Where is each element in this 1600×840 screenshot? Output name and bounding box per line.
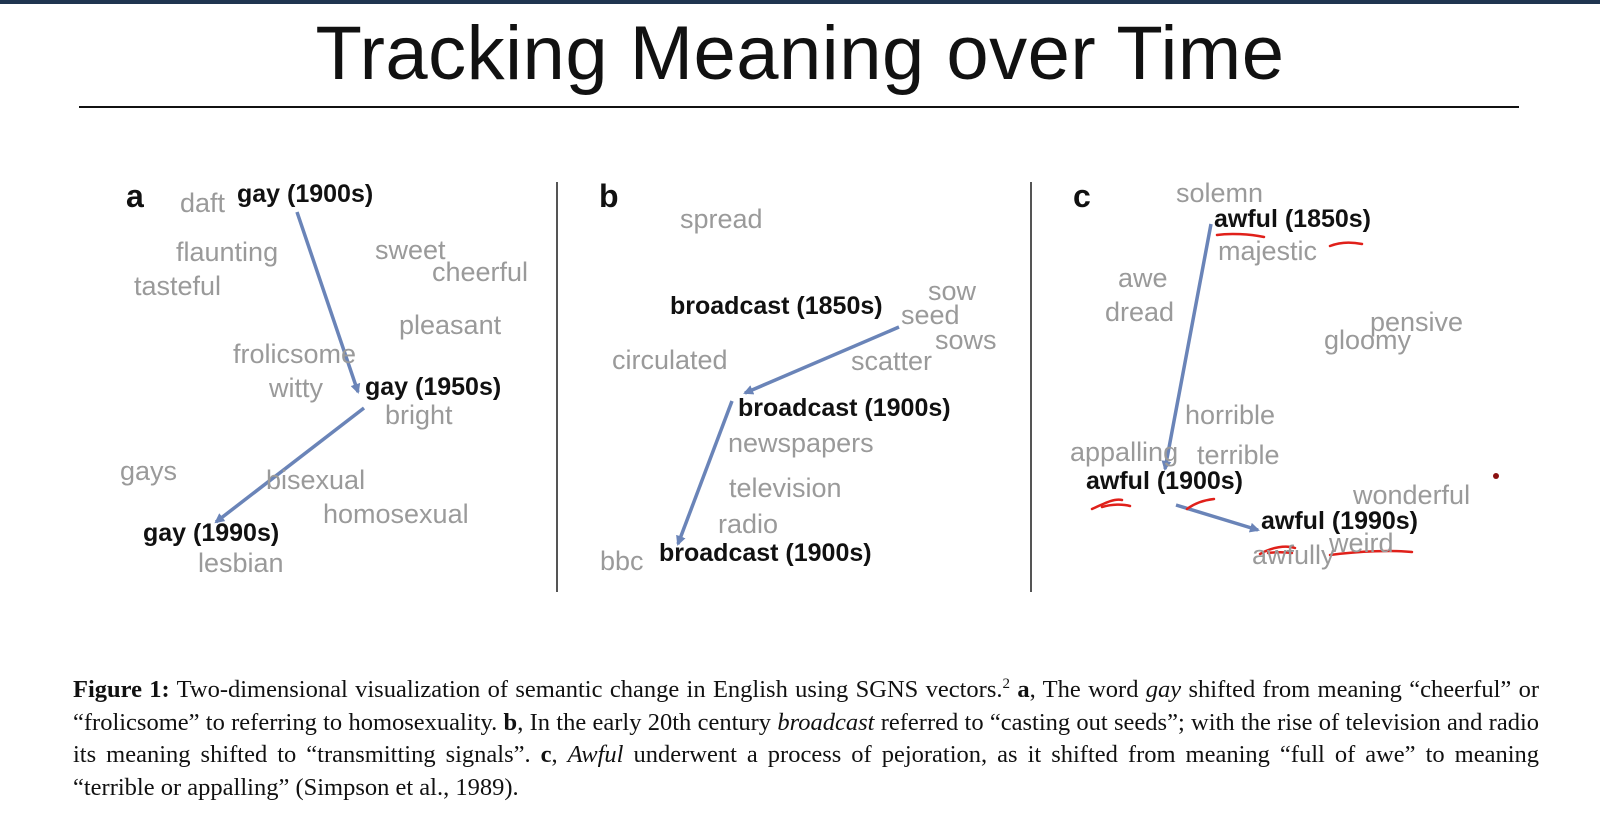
caption-part7: underwent a process of pejoration, as it… <box>73 741 1539 801</box>
word-gay-1990s: gay (1990s) <box>143 519 280 547</box>
panel-a-label: a <box>126 178 144 214</box>
word-horrible: horrible <box>1185 400 1276 430</box>
panel-b-label: b <box>599 178 619 214</box>
word-gay-1900s: gay (1900s) <box>237 180 374 208</box>
word-witty: witty <box>269 373 323 403</box>
word-majestic: majestic <box>1218 236 1318 266</box>
divider-bc <box>1030 182 1032 592</box>
word-newspapers: newspapers <box>728 428 874 458</box>
word-gloomy: gloomy <box>1324 325 1412 355</box>
word-scatter: scatter <box>851 346 933 376</box>
caption-b-label: b <box>503 708 518 736</box>
word-awfully: awfully <box>1252 540 1335 570</box>
caption-c-label: c <box>540 741 552 768</box>
word-bisexual: bisexual <box>266 465 366 495</box>
word-frolicsome: frolicsome <box>233 339 357 369</box>
word-seed: seed <box>901 300 960 330</box>
word-bbc: bbc <box>600 546 644 576</box>
panel-c-label: c <box>1073 178 1091 214</box>
arrow-awful-1850s-1900s <box>1161 223 1213 471</box>
word-wonderful: wonderful <box>1353 480 1471 510</box>
word-television: television <box>729 473 842 503</box>
word-cheerful: cheerful <box>432 257 529 287</box>
slide-title: Tracking Meaning over Time <box>315 11 1285 96</box>
word-flaunting: flaunting <box>176 237 279 267</box>
word-broadcast-1900s-mid: broadcast (1900s) <box>738 394 951 422</box>
word-awful-1850s: awful (1850s) <box>1214 205 1372 233</box>
figure-caption: Figure 1: Two-dimensional visualization … <box>73 674 1539 804</box>
stray-dot <box>1493 473 1499 479</box>
caption-part3: shifted from meaning “cheerful” or “frol… <box>73 676 1540 736</box>
word-spread: spread <box>680 204 763 234</box>
caption-part2: , The word <box>1029 676 1146 703</box>
word-pensive: pensive <box>1370 307 1464 337</box>
arrow-awful-1900s-1990s <box>1175 503 1260 533</box>
word-gays: gays <box>120 456 178 486</box>
word-awful-1990s: awful (1990s) <box>1261 507 1419 535</box>
word-circulated: circulated <box>612 345 728 375</box>
top-color-bar <box>0 0 1600 4</box>
word-pleasant: pleasant <box>399 310 502 340</box>
word-lesbian: lesbian <box>198 548 284 578</box>
caption-broadcast: broadcast <box>777 708 875 736</box>
word-radio: radio <box>718 509 779 539</box>
word-awe: awe <box>1118 263 1168 293</box>
title-underline <box>79 106 1519 108</box>
caption-footnote: 2 <box>1002 675 1011 692</box>
word-weird: weird <box>1329 528 1394 558</box>
caption-part6: , <box>551 741 568 768</box>
word-awful-1900s: awful (1900s) <box>1086 467 1244 495</box>
word-terrible: terrible <box>1197 440 1280 470</box>
caption-gay: gay <box>1145 676 1182 703</box>
word-solemn: solemn <box>1176 178 1264 208</box>
caption-part1: Two-dimensional visualization of semanti… <box>169 676 1003 703</box>
caption-part4: , In the early 20th century <box>517 708 778 736</box>
word-sweet: sweet <box>375 235 446 265</box>
caption-awful: Awful <box>567 741 624 768</box>
word-gay-1950s: gay (1950s) <box>365 373 502 401</box>
word-daft: daft <box>180 188 226 218</box>
word-appalling: appalling <box>1070 437 1179 467</box>
word-homosexual: homosexual <box>323 499 469 529</box>
word-bright: bright <box>385 400 453 430</box>
word-broadcast-1850s: broadcast (1850s) <box>670 292 883 320</box>
word-broadcast-1900s-bottom: broadcast (1900s) <box>659 539 872 567</box>
word-dread: dread <box>1105 297 1175 327</box>
caption-figure-label: Figure 1: <box>73 676 170 703</box>
caption-a-label: a <box>1010 676 1030 703</box>
divider-ab <box>556 182 558 592</box>
word-sows: sows <box>935 325 997 355</box>
word-tasteful: tasteful <box>134 271 222 301</box>
word-sow: sow <box>928 276 977 306</box>
caption-part5: referred to “casting out seeds”; with th… <box>73 708 1540 769</box>
